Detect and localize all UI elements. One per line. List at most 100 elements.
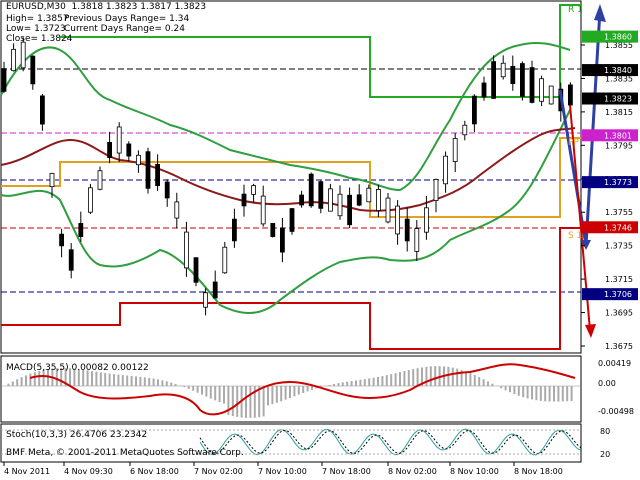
candle-body	[414, 228, 420, 252]
candle-body	[308, 173, 314, 207]
time-tick-label: 8 Nov 02:00	[388, 467, 437, 476]
prev-days-range: Previous Days Range= 1.34	[64, 14, 190, 24]
main-panel	[0, 0, 582, 354]
stoch-label: Stoch(10,3,3) 26.4706 23.2342	[6, 430, 148, 440]
time-tick-label: 8 Nov 10:00	[450, 467, 499, 476]
macd-label: MACD(5,35,5) 0.00082 0.00122	[6, 363, 149, 373]
price-marker-label: 1.3773	[604, 178, 632, 187]
close-value: Close= 1.3824	[6, 34, 73, 44]
candle-body	[279, 227, 285, 253]
candle-body	[40, 95, 45, 125]
candle-body	[88, 187, 93, 213]
price-tick-label: 1.3755	[605, 208, 633, 217]
candle-body	[510, 66, 516, 84]
price-marker	[582, 176, 638, 189]
copyright-label: BMF Meta, © 2001-2011 MetaQuotes Softwar…	[6, 448, 244, 458]
curr-days-range: Current Days Range= 0.24	[64, 24, 185, 34]
candle-body	[1, 68, 7, 92]
bollinger-bands	[0, 41, 571, 314]
candle-body	[481, 82, 487, 98]
price-tick-label: 1.3675	[605, 342, 633, 351]
candle-body	[116, 126, 122, 154]
pp-label: PP	[568, 138, 579, 148]
candle-body	[203, 292, 209, 308]
candle-body	[241, 193, 247, 207]
candle-body	[135, 154, 141, 166]
candle-body	[59, 233, 64, 247]
price-marker	[582, 221, 638, 234]
candle-body	[443, 155, 449, 185]
candle-body	[78, 223, 84, 237]
candle-body	[97, 170, 103, 190]
candle-body	[423, 207, 429, 233]
price-tick-label: 1.3715	[605, 275, 633, 284]
macd-scale: 0.00419 0.00 -0.00498	[598, 359, 634, 416]
candle-body	[529, 67, 535, 103]
time-tick-label: 4 Nov 09:30	[64, 467, 113, 476]
price-tick-label: 1.3835	[605, 74, 633, 83]
candle-body	[318, 181, 324, 209]
price-tick-label: 1.3735	[605, 242, 633, 251]
macd-signal-line	[29, 363, 576, 416]
candle-body	[327, 188, 333, 212]
price-marker	[582, 64, 638, 77]
candle-body	[164, 181, 170, 199]
candle-body	[471, 95, 477, 125]
time-tick-label: 8 Nov 18:00	[514, 467, 563, 476]
time-tick-label: 7 Nov 10:00	[258, 467, 307, 476]
candle-body	[520, 63, 525, 97]
symbol-line: EURUSD,M30 1.3818 1.3823 1.3817 1.3823	[6, 2, 207, 12]
candle-body	[337, 193, 343, 217]
candle-body	[251, 185, 257, 195]
candle-body	[548, 85, 554, 105]
price-markers: 1.3860 1.3840 1.3823 1.3801 1.3773 1.3746 1.37…	[582, 30, 638, 301]
candle-body	[145, 151, 151, 189]
stoch-lines	[199, 428, 582, 456]
r1-label: R 1	[568, 5, 583, 15]
high-value: High= 1.3857	[6, 14, 69, 24]
price-marker-label: 1.3860	[604, 33, 632, 42]
price-marker	[582, 129, 638, 142]
stoch-scale: 80 20	[600, 427, 610, 459]
time-tick-label: 4 Nov 2011	[4, 467, 50, 476]
candle-body	[68, 249, 74, 271]
time-axis: 4 Nov 2011 4 Nov 09:30 6 Nov 18:00 7 Nov 02…	[3, 462, 563, 476]
candle-body	[347, 194, 353, 226]
candle-body	[500, 62, 506, 78]
candle-body	[539, 78, 544, 102]
candle-body	[270, 223, 276, 237]
candle-body	[366, 187, 372, 203]
candle-body	[212, 281, 218, 299]
price-marker-label: 1.3746	[604, 223, 632, 232]
candle-body	[30, 55, 36, 85]
price-marker	[582, 288, 638, 301]
price-marker-label: 1.3823	[604, 95, 632, 104]
candle-body	[568, 84, 573, 106]
candle-body	[260, 195, 266, 225]
price-marker-label: 1.3706	[604, 290, 632, 299]
candle-body	[289, 208, 295, 232]
macd-scale-label: -0.00498	[598, 407, 634, 416]
candle-body	[107, 142, 112, 158]
candle-body	[11, 48, 17, 72]
candle-body	[155, 164, 161, 186]
candle-body	[222, 246, 228, 274]
candle-body	[356, 194, 362, 206]
candle-body	[404, 218, 410, 242]
price-marker-label: 1.3840	[604, 66, 632, 75]
price-tick-label: 1.3855	[605, 41, 633, 50]
price-tick-label: 1.3795	[605, 141, 633, 150]
candle-body	[299, 194, 305, 206]
stoch-scale-label: 80	[600, 427, 610, 436]
time-tick-label: 6 Nov 18:00	[130, 467, 179, 476]
candle-body	[491, 61, 497, 99]
price-marker	[582, 30, 638, 43]
price-tick-label: 1.3695	[605, 309, 633, 318]
candle-body	[375, 189, 381, 211]
time-tick-label: 7 Nov 02:00	[194, 467, 243, 476]
candle-body	[126, 143, 132, 157]
macd-scale-label: 0.00	[598, 379, 616, 388]
candle-body	[49, 172, 55, 188]
time-tick-label: 7 Nov 18:00	[322, 467, 371, 476]
